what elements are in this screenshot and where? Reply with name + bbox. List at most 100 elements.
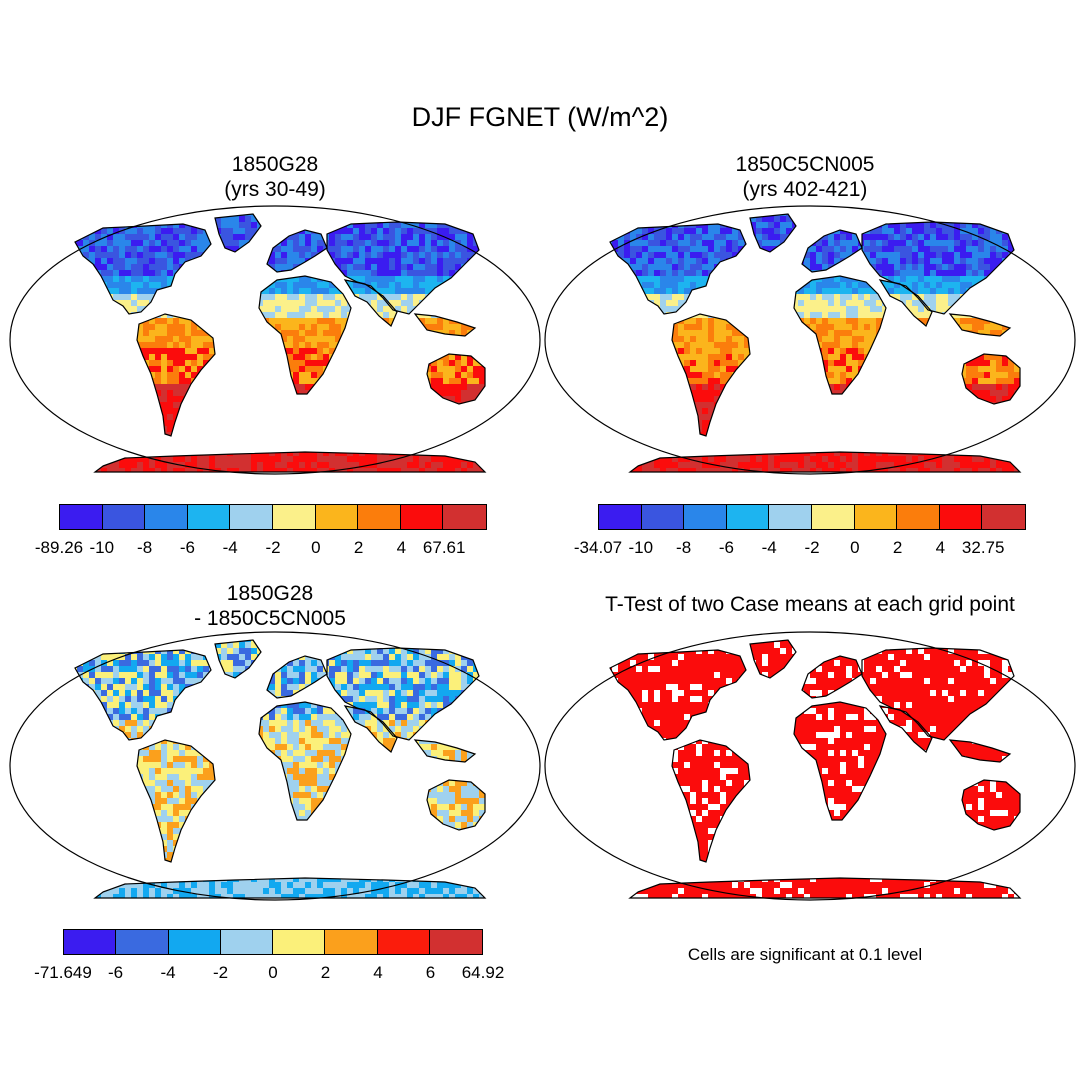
panel-2-title-line1: 1850C5CN005	[735, 153, 875, 176]
colorbar-tick-label: 2	[353, 538, 364, 557]
colorbar-swatch	[230, 505, 273, 529]
coastline-northAmerica	[74, 223, 212, 315]
panel-4-map	[544, 631, 1076, 901]
colorbar-swatch	[939, 505, 983, 529]
colorbar-swatch	[187, 505, 231, 529]
panel-2-title-line2: (yrs 402-421)	[742, 178, 868, 201]
colorbar-tick-label: -8	[676, 538, 692, 557]
panel-4-title: T-Test of two Case means at each grid po…	[545, 592, 1075, 617]
colorbar-swatch	[377, 930, 430, 954]
map-frame	[544, 205, 1076, 475]
coastline-australia	[426, 779, 486, 831]
coastline-africa	[258, 275, 352, 395]
panel-3-title: 1850G28 - 1850C5CN005	[165, 581, 375, 631]
figure-title: DJF FGNET (W/m^2)	[411, 102, 669, 132]
colorbar-swatch	[811, 505, 855, 529]
colorbar-tick-label: 4	[373, 963, 383, 982]
colorbar-swatch	[854, 505, 898, 529]
colorbar-tick-label: 2	[320, 963, 331, 982]
coastline-australia	[961, 353, 1021, 405]
panel-3-title-line1: 1850G28	[226, 582, 314, 605]
coastline-greenland	[749, 213, 797, 253]
panel-1-title-line1: 1850G28	[231, 153, 319, 176]
colorbar-tick-label: 32.75	[961, 538, 1005, 557]
colorbar-tick-label: -71.649	[34, 963, 92, 982]
coastline-seAsia	[948, 313, 1012, 337]
colorbar-swatch	[145, 505, 188, 529]
panel-1-title: 1850G28 (yrs 30-49)	[170, 152, 380, 202]
coastline-arabiaIndia	[343, 705, 398, 753]
colorbar-swatch	[443, 505, 486, 529]
colorbar-swatch	[429, 930, 482, 954]
coastline-asia	[326, 647, 480, 741]
coastline-arabiaIndia	[343, 279, 398, 327]
colorbar-tick-label: 0	[268, 963, 278, 982]
colorbar-swatch	[273, 930, 326, 954]
coastline-africa	[793, 275, 887, 395]
coastline-seAsia	[413, 739, 477, 763]
colorbar-swatch	[982, 505, 1025, 529]
coastline-southAmerica	[671, 313, 751, 437]
panel-3-map	[9, 631, 541, 901]
map-frame	[9, 205, 541, 475]
coastline-greenland	[214, 213, 262, 253]
map-frame	[544, 631, 1076, 901]
colorbar-tick-label: 0	[311, 538, 321, 557]
colorbar-swatch	[641, 505, 685, 529]
colorbar-swatch	[358, 505, 401, 529]
colorbar-tick-label: 0	[850, 538, 860, 557]
colorbar-tick-label: -4	[160, 963, 176, 982]
colorbar-swatch	[116, 930, 169, 954]
coastline-southAmerica	[136, 739, 216, 863]
coastline-asia	[326, 221, 480, 315]
coastline-africa	[258, 701, 352, 821]
coastline-seAsia	[948, 739, 1012, 763]
coastline-arabiaIndia	[878, 279, 933, 327]
colorbar-tick-label: 2	[892, 538, 903, 557]
colorbar-swatch	[599, 505, 642, 529]
colorbar-swatch	[897, 505, 940, 529]
colorbar-swatch	[684, 505, 727, 529]
coastline-asia	[861, 221, 1015, 315]
colorbar-tick-label: -6	[179, 538, 195, 557]
colorbar-swatch	[726, 505, 770, 529]
colorbar-swatch	[315, 505, 359, 529]
colorbar-tick-label: -4	[761, 538, 777, 557]
panel-4-title-line1: T-Test of two Case means at each grid po…	[605, 593, 1015, 616]
panel-1-colorbar	[59, 504, 487, 530]
colorbar-tick-label: 4	[396, 538, 407, 557]
colorbar-tick-label: -6	[718, 538, 734, 557]
colorbar-tick-label: -10	[628, 538, 654, 557]
panel-2-colorbar	[598, 504, 1026, 530]
colorbar-tick-label: 4	[935, 538, 946, 557]
coastline-seAsia	[413, 313, 477, 337]
panel-2-map	[544, 205, 1076, 475]
colorbar-tick-label: -10	[89, 538, 115, 557]
panel-1-map	[9, 205, 541, 475]
colorbar-swatch	[325, 930, 378, 954]
coastline-antarctica	[628, 877, 1022, 899]
panel-2-title: 1850C5CN005 (yrs 402-421)	[700, 152, 910, 202]
colorbar-swatch	[400, 505, 444, 529]
panel-4-note: Cells are significant at 0.1 level	[687, 945, 923, 964]
map-frame	[9, 631, 541, 901]
colorbar-swatch	[102, 505, 146, 529]
coastline-arabiaIndia	[878, 705, 933, 753]
colorbar-tick-label: -89.26	[34, 538, 84, 557]
colorbar-tick-label: -2	[804, 538, 820, 557]
coastline-asia	[861, 647, 1015, 741]
coastline-antarctica	[93, 877, 487, 899]
colorbar-tick-label: 67.61	[422, 538, 466, 557]
colorbar-tick-label: -2	[265, 538, 281, 557]
coastline-greenland	[214, 639, 262, 679]
colorbar-tick-label: -2	[212, 963, 229, 982]
colorbar-tick-label: 64.92	[461, 963, 505, 982]
coastline-africa	[793, 701, 887, 821]
coastline-southAmerica	[671, 739, 751, 863]
coastline-northAmerica	[609, 649, 747, 741]
colorbar-swatch	[272, 505, 316, 529]
coastline-australia	[426, 353, 486, 405]
colorbar-swatch	[220, 930, 273, 954]
panel-1-title-line2: (yrs 30-49)	[224, 178, 326, 201]
colorbar-swatch	[769, 505, 812, 529]
